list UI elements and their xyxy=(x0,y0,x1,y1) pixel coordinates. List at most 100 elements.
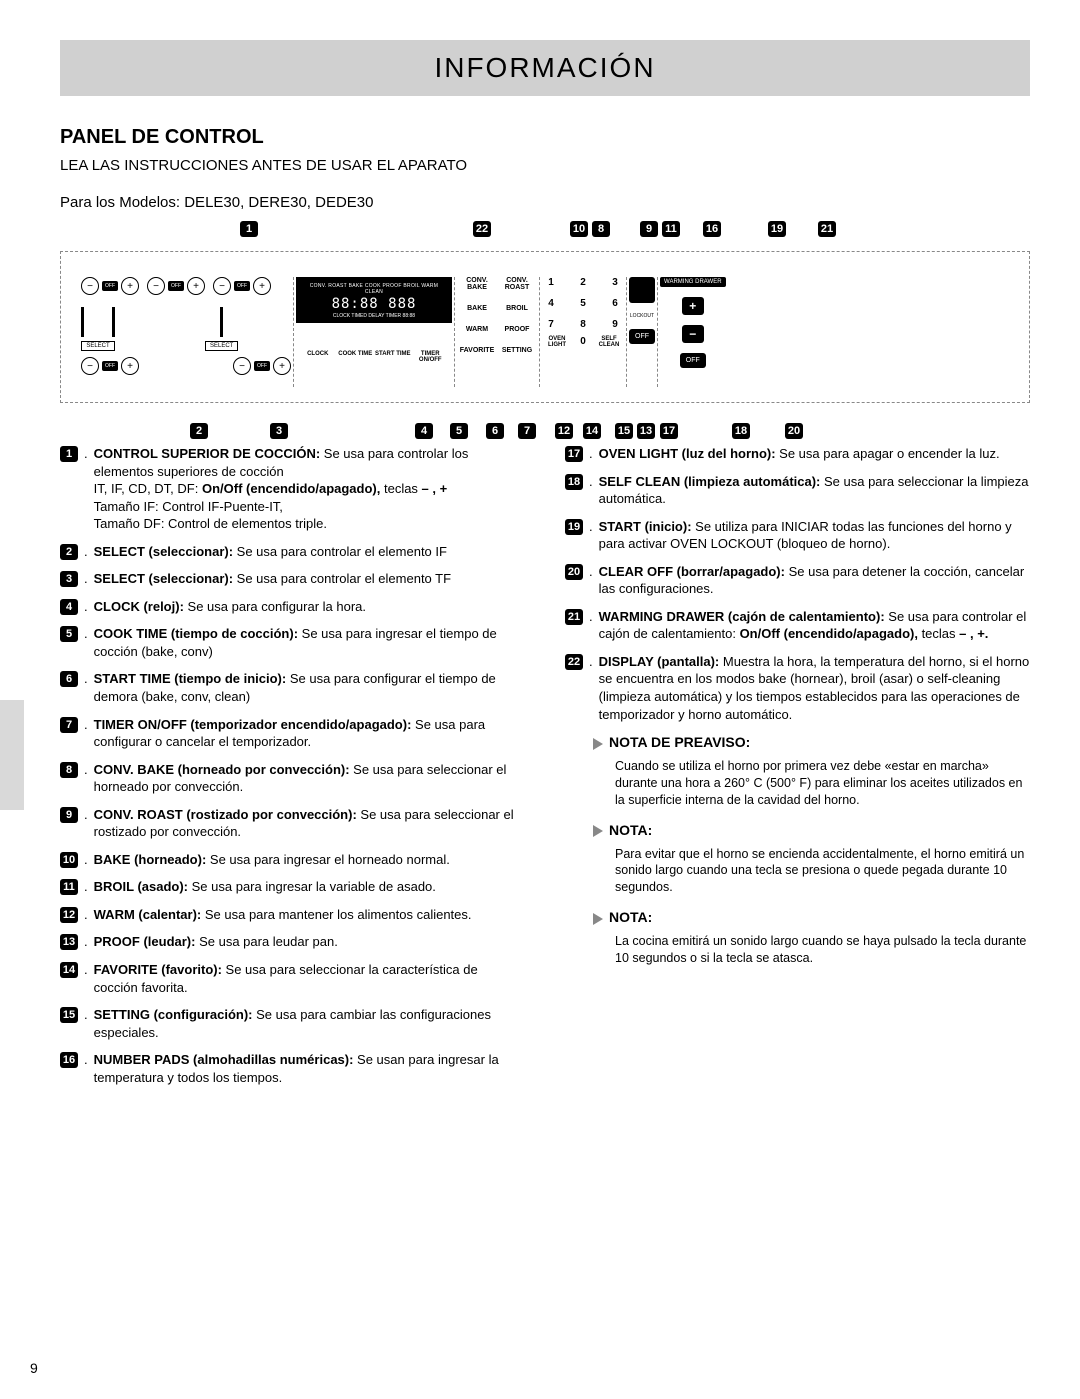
description-text: WARM (calentar): Se usa para mantener lo… xyxy=(94,906,472,924)
select-button: SELECT xyxy=(205,341,238,351)
callout-badge: 8 xyxy=(592,221,610,237)
callout-badge: 17 xyxy=(660,423,678,439)
item-number-badge: 9 xyxy=(60,807,78,823)
callout-badge: 11 xyxy=(662,221,680,237)
item-number-badge: 7 xyxy=(60,717,78,733)
display-digits: 88:88 888 xyxy=(304,297,444,311)
description-text: TIMER ON/OFF (temporizador encendido/apa… xyxy=(94,716,525,751)
description-text: CLOCK (reloj): Se usa para configurar la… xyxy=(94,598,366,616)
minus-icon: − xyxy=(81,357,99,375)
callout-badge: 6 xyxy=(486,423,504,439)
lockout-label: LOCKOUT xyxy=(630,313,654,319)
callout-badge: 2 xyxy=(190,423,208,439)
section-subtext: LEA LAS INSTRUCCIONES ANTES DE USAR EL A… xyxy=(60,157,1030,174)
plus-icon: + xyxy=(273,357,291,375)
function-label: FAVORITE xyxy=(457,347,497,354)
callout-badge: 15 xyxy=(615,423,633,439)
oven-light-label: OVEN LIGHT xyxy=(542,336,572,348)
clear-off-button: OFF xyxy=(629,329,655,344)
description-item: 20.CLEAR OFF (borrar/apagado): Se usa pa… xyxy=(565,563,1030,598)
note-body: La cocina emitirá un sonido largo cuando… xyxy=(615,933,1030,967)
item-number-badge: 1 xyxy=(60,446,78,462)
callout-badge: 4 xyxy=(415,423,433,439)
start-button xyxy=(629,277,655,303)
description-text: DISPLAY (pantalla): Muestra la hora, la … xyxy=(599,653,1030,723)
page-title-banner: INFORMACIÓN xyxy=(60,40,1030,96)
description-item: 1.CONTROL SUPERIOR DE COCCIÓN: Se usa pa… xyxy=(60,445,525,533)
description-text: CONV. BAKE (horneado por convección): Se… xyxy=(94,761,525,796)
warming-drawer-label: WARMING DRAWER xyxy=(660,277,726,287)
display-sublabel: TIMER ON/OFF xyxy=(412,351,450,363)
keypad-digit: 1 xyxy=(542,277,560,288)
description-text: START (inicio): Se utiliza para INICIAR … xyxy=(599,518,1030,553)
description-item: 10.BAKE (horneado): Se usa para ingresar… xyxy=(60,851,525,869)
plus-icon: + xyxy=(187,277,205,295)
plus-icon: + xyxy=(253,277,271,295)
minus-button: − xyxy=(682,325,704,343)
description-item: 7.TIMER ON/OFF (temporizador encendido/a… xyxy=(60,716,525,751)
off-label: OFF xyxy=(102,281,118,291)
note-block: NOTA:La cocina emitirá un sonido largo c… xyxy=(593,908,1030,967)
item-number-badge: 21 xyxy=(565,609,583,625)
function-label: SETTING xyxy=(497,347,537,354)
keypad-digit: 8 xyxy=(574,319,592,330)
knob-group: − OFF + xyxy=(81,277,139,295)
description-item: 11.BROIL (asado): Se usa para ingresar l… xyxy=(60,878,525,896)
description-item: 4.CLOCK (reloj): Se usa para configurar … xyxy=(60,598,525,616)
item-number-badge: 8 xyxy=(60,762,78,778)
callout-badge: 20 xyxy=(785,423,803,439)
note-block: NOTA:Para evitar que el horno se enciend… xyxy=(593,821,1030,897)
bottom-callout-row: 23456712141513171820 xyxy=(60,423,1030,445)
item-number-badge: 13 xyxy=(60,934,78,950)
callout-badge: 12 xyxy=(555,423,573,439)
off-label: OFF xyxy=(168,281,184,291)
description-text: SELECT (seleccionar): Se usa para contro… xyxy=(94,570,451,588)
divider xyxy=(293,277,294,387)
keypad-digit: 4 xyxy=(542,298,560,309)
slider-icon xyxy=(81,307,84,337)
control-panel-diagram: − OFF + − OFF + − xyxy=(60,251,1030,403)
item-number-badge: 12 xyxy=(60,907,78,923)
description-text: PROOF (leudar): Se usa para leudar pan. xyxy=(94,933,338,951)
slider-icon xyxy=(220,307,223,337)
description-item: 13.PROOF (leudar): Se usa para leudar pa… xyxy=(60,933,525,951)
description-item: 17.OVEN LIGHT (luz del horno): Se usa pa… xyxy=(565,445,1030,463)
minus-icon: − xyxy=(233,357,251,375)
item-number-badge: 19 xyxy=(565,519,583,535)
item-number-badge: 14 xyxy=(60,962,78,978)
warming-drawer-controls: WARMING DRAWER + − OFF xyxy=(660,277,726,368)
models-line: Para los Modelos: DELE30, DERE30, DEDE30 xyxy=(60,194,1030,211)
divider xyxy=(626,277,627,387)
function-label: PROOF xyxy=(497,326,537,333)
oven-display: CONV. ROAST BAKE COOK PROOF BROIL WARM C… xyxy=(296,277,452,323)
note-title: NOTA DE PREAVISO: xyxy=(609,734,750,750)
page-number: 9 xyxy=(30,1360,38,1376)
description-text: CONV. ROAST (rostizado por convección): … xyxy=(94,806,525,841)
callout-badge: 22 xyxy=(473,221,491,237)
keypad-digit: 6 xyxy=(606,298,624,309)
description-item: 18.SELF CLEAN (limpieza automática): Se … xyxy=(565,473,1030,508)
description-text: WARMING DRAWER (cajón de calentamiento):… xyxy=(599,608,1030,643)
keypad-digit: 2 xyxy=(574,277,592,288)
description-item: 22.DISPLAY (pantalla): Muestra la hora, … xyxy=(565,653,1030,723)
description-item: 3.SELECT (seleccionar): Se usa para cont… xyxy=(60,570,525,588)
callout-badge: 3 xyxy=(270,423,288,439)
description-item: 5.COOK TIME (tiempo de cocción): Se usa … xyxy=(60,625,525,660)
display-sublabel: START TIME xyxy=(374,351,412,363)
description-text: BROIL (asado): Se usa para ingresar la v… xyxy=(94,878,436,896)
description-column-left: 1.CONTROL SUPERIOR DE COCCIÓN: Se usa pa… xyxy=(60,445,525,1096)
number-keypad: 123456789 xyxy=(542,277,624,330)
callout-badge: 13 xyxy=(637,423,655,439)
off-button: OFF xyxy=(680,353,706,368)
display-sublabel: CLOCK xyxy=(299,351,337,363)
divider xyxy=(657,277,658,387)
item-number-badge: 3 xyxy=(60,571,78,587)
top-callout-row: 122108911161921 xyxy=(60,221,1030,241)
knob-group: − OFF + xyxy=(233,357,291,375)
callout-badge: 7 xyxy=(518,423,536,439)
function-label: WARM xyxy=(457,326,497,333)
description-text: CONTROL SUPERIOR DE COCCIÓN: Se usa para… xyxy=(94,445,525,533)
item-number-badge: 10 xyxy=(60,852,78,868)
description-item: 16.NUMBER PADS (almohadillas numéricas):… xyxy=(60,1051,525,1086)
keypad-digit: 9 xyxy=(606,319,624,330)
